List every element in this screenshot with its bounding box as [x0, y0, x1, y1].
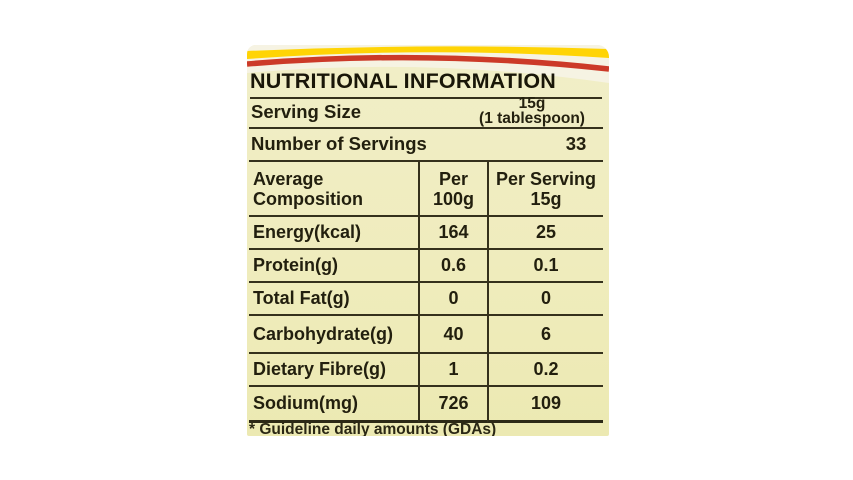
nutrient-name: Protein(g) [249, 250, 418, 283]
header-composition-line2: Composition [253, 188, 363, 209]
serving-size-value: 15g [518, 95, 546, 112]
header-per100-line2: 100g [432, 188, 475, 209]
cream-arc-shape [247, 45, 609, 83]
per-serving-value: 109 [487, 387, 603, 423]
nutrient-name: Sodium(mg) [249, 387, 418, 423]
per-100g-value: 40 [418, 316, 487, 354]
serving-size-label: Serving Size [251, 101, 362, 122]
nutrient-name: Carbohydrate(g) [249, 316, 418, 354]
nutrient-name: Energy(kcal) [249, 217, 418, 250]
nutrition-label: NUTRITIONAL INFORMATION Serving Size 15g… [247, 45, 609, 436]
header-perserving-line1: Per Serving [495, 168, 597, 189]
label-title: NUTRITIONAL INFORMATION [250, 69, 602, 99]
per-serving-value: 0 [487, 283, 603, 316]
serving-size-note: (1 tablespoon) [479, 109, 585, 127]
header-col-per-100g: Per 100g [418, 162, 487, 217]
per-serving-value: 6 [487, 316, 603, 354]
number-of-servings-value: 33 [565, 133, 587, 154]
per-serving-value: 0.2 [487, 354, 603, 387]
header-per100-line1: Per [438, 168, 469, 189]
per-100g-value: 726 [418, 387, 487, 423]
header-col-per-serving: Per Serving 15g [487, 162, 603, 217]
nutrient-name: Total Fat(g) [249, 283, 418, 316]
per-serving-value: 0.1 [487, 250, 603, 283]
gda-footnote: * Guideline daily amounts (GDAs) [249, 421, 497, 436]
serving-size-value-block: 15g (1 tablespoon) [457, 95, 607, 127]
nutrition-table: Average Composition Per 100g Per Serving… [249, 160, 603, 423]
label-top-band-decoration [247, 45, 609, 83]
number-of-servings-row: Number of Servings 33 [249, 130, 603, 159]
header-col-composition: Average Composition [249, 162, 418, 217]
number-of-servings-label: Number of Servings [251, 133, 427, 154]
red-stripe-shape [247, 54, 609, 72]
yellow-band-shape [247, 46, 609, 59]
nutrient-name: Dietary Fibre(g) [249, 354, 418, 387]
per-serving-value: 25 [487, 217, 603, 250]
per-100g-value: 0 [418, 283, 487, 316]
header-composition-line1: Average [253, 168, 324, 189]
per-100g-value: 0.6 [418, 250, 487, 283]
per-100g-value: 1 [418, 354, 487, 387]
per-100g-value: 164 [418, 217, 487, 250]
serving-size-row: Serving Size 15g (1 tablespoon) [249, 96, 603, 129]
header-perserving-line2: 15g [530, 188, 562, 209]
